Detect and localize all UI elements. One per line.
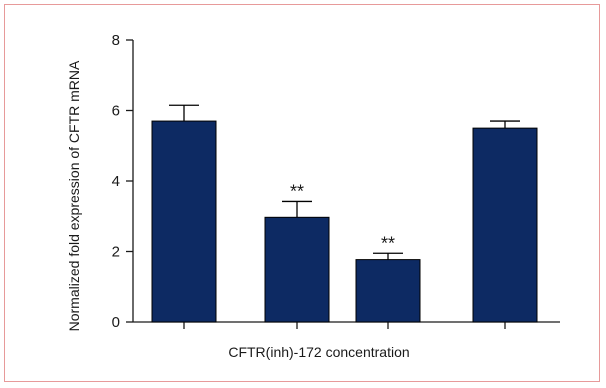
- y-tick-label: 4: [112, 173, 120, 190]
- significance-label: **: [381, 233, 395, 253]
- significance-annotations: ** **: [290, 181, 395, 253]
- y-tick-label: 2: [112, 244, 120, 261]
- bar: [151, 120, 217, 323]
- y-tick-label: 8: [112, 32, 120, 49]
- bar: [355, 259, 421, 323]
- y-axis-title: Normalized fold expression of CFTR mRNA: [66, 60, 82, 331]
- bar: [472, 127, 538, 323]
- error-bars: [169, 104, 520, 260]
- x-axis-title: CFTR(inh)-172 concentration: [228, 344, 409, 360]
- bar: [264, 216, 330, 323]
- bars: [151, 120, 538, 323]
- significance-label: **: [290, 181, 304, 201]
- y-tick-label: 0: [112, 314, 120, 331]
- y-tick-label: 6: [112, 103, 120, 120]
